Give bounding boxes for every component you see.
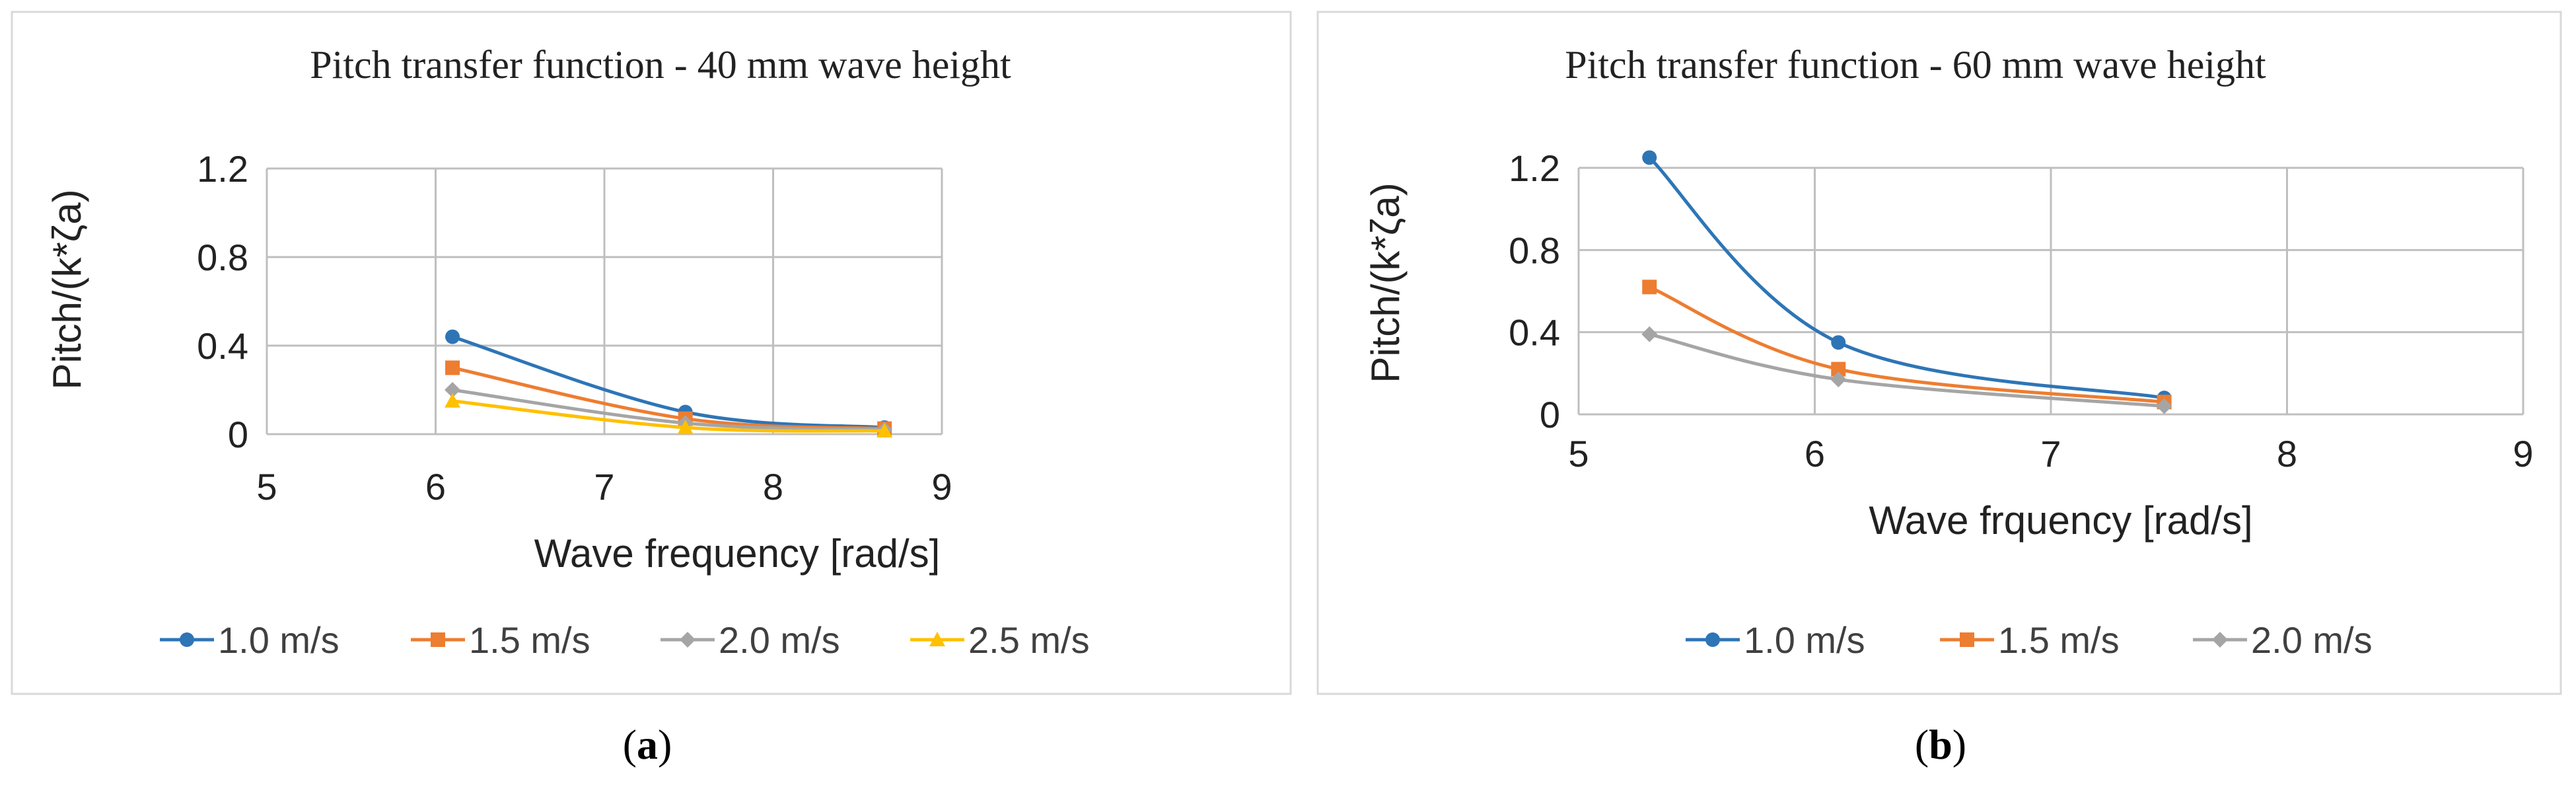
chart-title: Pitch transfer function - 60 mm wave hei… <box>1565 43 2266 87</box>
series-2-5-m-s <box>445 393 893 437</box>
legend-marker <box>2212 632 2228 648</box>
legend-label: 2.5 m/s <box>968 619 1090 661</box>
chart-title: Pitch transfer function - 40 mm wave hei… <box>310 43 1011 87</box>
data-point <box>445 360 460 375</box>
y-tick-label: 0 <box>1540 394 1560 435</box>
caption-close-paren: ) <box>658 721 672 768</box>
y-axis-title: Pitch/(k*ζa) <box>45 189 89 389</box>
legend-item: 2.0 m/s <box>2193 619 2373 661</box>
data-point <box>1831 335 1846 350</box>
y-tick-label: 0.8 <box>1509 229 1560 271</box>
y-tick-label: 0.8 <box>197 237 248 278</box>
caption-open-paren: ( <box>623 721 637 768</box>
data-point <box>677 419 694 434</box>
x-tick-label: 5 <box>1568 433 1589 474</box>
legend-marker <box>680 632 696 648</box>
data-point <box>877 422 893 437</box>
caption-open-paren: ( <box>1915 721 1929 768</box>
legend-item: 2.5 m/s <box>910 619 1090 661</box>
x-tick-label: 9 <box>931 466 952 508</box>
chart-panel-b: Pitch transfer function - 60 mm wave hei… <box>1316 11 2562 695</box>
y-tick-label: 1.2 <box>197 148 248 190</box>
data-point <box>2156 398 2172 414</box>
data-point <box>1830 371 1847 388</box>
data-point <box>1642 280 1657 295</box>
y-tick-label: 0.4 <box>1509 312 1560 354</box>
x-tick-label: 6 <box>425 466 446 508</box>
chart-panel-a: Pitch transfer function - 40 mm wave hei… <box>11 11 1292 695</box>
series-line <box>1649 332 2165 408</box>
legend-label: 2.0 m/s <box>719 619 840 661</box>
legend-label: 1.5 m/s <box>469 619 590 661</box>
x-tick-label: 6 <box>1805 433 1825 474</box>
legend-marker <box>929 632 945 646</box>
data-point <box>445 393 461 408</box>
data-point <box>1642 150 1657 165</box>
y-axis-title: Pitch/(k*ζa) <box>1363 182 1408 383</box>
legend-label: 1.0 m/s <box>1744 619 1865 661</box>
data-point <box>445 382 461 398</box>
legend-item: 1.5 m/s <box>411 619 590 661</box>
legend-marker <box>180 632 194 647</box>
legend-label: 2.0 m/s <box>2251 619 2373 661</box>
caption-letter: b <box>1929 721 1952 768</box>
x-tick-label: 8 <box>763 466 783 508</box>
data-point <box>1831 361 1846 377</box>
panel-caption: (a) <box>623 721 672 768</box>
legend-label: 1.5 m/s <box>1998 619 2120 661</box>
x-tick-label: 7 <box>2040 433 2061 474</box>
x-tick-label: 7 <box>594 466 614 508</box>
legend-item: 1.5 m/s <box>1940 619 2120 661</box>
x-axis-title: Wave frequency [rad/s] <box>534 531 941 576</box>
y-tick-label: 0 <box>228 414 248 455</box>
data-point <box>445 329 460 344</box>
x-axis-title: Wave frquency [rad/s] <box>1869 498 2252 543</box>
caption-close-paren: ) <box>1952 721 1966 768</box>
legend-marker <box>1960 632 1974 647</box>
legend-item: 2.0 m/s <box>661 619 840 661</box>
legend-item: 1.0 m/s <box>1686 619 1865 661</box>
caption-letter: a <box>637 721 658 768</box>
y-tick-label: 1.2 <box>1509 147 1560 189</box>
x-tick-label: 8 <box>2277 433 2297 474</box>
legend-marker <box>1705 632 1720 647</box>
legend-item: 1.0 m/s <box>160 619 340 661</box>
series-1-5-m-s <box>1642 280 2172 410</box>
y-tick-label: 0.4 <box>197 325 248 367</box>
legend-label: 1.0 m/s <box>218 619 340 661</box>
chart-frame <box>11 11 1292 695</box>
panel-caption: (b) <box>1915 721 1966 768</box>
series-line <box>1649 285 2165 404</box>
data-point <box>1641 326 1658 342</box>
chart-frame <box>1316 11 2562 695</box>
x-tick-label: 5 <box>256 466 277 508</box>
legend-marker <box>431 632 445 647</box>
series-2-0-m-s <box>1641 326 2172 414</box>
x-tick-label: 9 <box>2513 433 2533 474</box>
